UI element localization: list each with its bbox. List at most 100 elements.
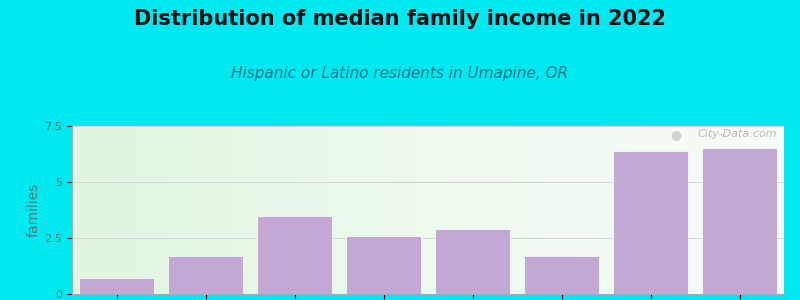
Bar xyxy=(360,126,364,294)
Bar xyxy=(730,126,734,294)
Bar xyxy=(175,126,179,294)
Bar xyxy=(506,126,510,294)
Bar xyxy=(232,126,236,294)
Bar xyxy=(182,126,186,294)
Bar xyxy=(624,126,627,294)
Bar xyxy=(303,126,307,294)
Bar xyxy=(318,126,321,294)
Bar xyxy=(335,126,339,294)
Bar xyxy=(104,126,107,294)
Bar xyxy=(222,126,225,294)
Bar xyxy=(193,126,197,294)
Bar xyxy=(634,126,638,294)
Bar xyxy=(168,126,172,294)
Bar xyxy=(553,126,556,294)
Bar xyxy=(321,126,325,294)
Bar xyxy=(78,278,154,294)
Bar xyxy=(90,126,94,294)
Bar xyxy=(460,126,464,294)
Bar xyxy=(211,126,214,294)
Bar xyxy=(399,126,403,294)
Bar xyxy=(631,126,634,294)
Bar xyxy=(677,126,681,294)
Bar xyxy=(716,126,720,294)
Bar xyxy=(521,126,524,294)
Bar xyxy=(286,126,289,294)
Bar xyxy=(374,126,378,294)
Bar xyxy=(492,126,496,294)
Bar xyxy=(620,126,624,294)
Bar xyxy=(734,126,738,294)
Bar xyxy=(546,126,549,294)
Bar xyxy=(225,126,229,294)
Bar xyxy=(378,126,382,294)
Bar xyxy=(282,126,286,294)
Bar xyxy=(482,126,485,294)
Bar xyxy=(706,126,710,294)
Bar xyxy=(332,126,335,294)
Bar xyxy=(218,126,222,294)
Bar xyxy=(346,236,422,294)
Bar xyxy=(346,126,350,294)
Bar xyxy=(122,126,126,294)
Bar xyxy=(531,126,535,294)
Bar xyxy=(414,126,418,294)
Bar xyxy=(759,126,762,294)
Bar xyxy=(666,126,670,294)
Bar xyxy=(257,216,332,294)
Bar xyxy=(450,126,453,294)
Bar xyxy=(154,126,158,294)
Bar xyxy=(293,126,296,294)
Bar xyxy=(524,126,528,294)
Bar xyxy=(114,126,118,294)
Bar xyxy=(695,126,698,294)
Bar xyxy=(396,126,399,294)
Bar xyxy=(499,126,502,294)
Bar xyxy=(410,126,414,294)
Bar xyxy=(239,126,243,294)
Bar xyxy=(393,126,396,294)
Bar xyxy=(474,126,478,294)
Bar xyxy=(727,126,730,294)
Bar xyxy=(97,126,101,294)
Bar xyxy=(367,126,371,294)
Bar xyxy=(496,126,499,294)
Bar xyxy=(354,126,357,294)
Bar xyxy=(446,126,450,294)
Bar xyxy=(770,126,774,294)
Bar xyxy=(236,126,239,294)
Bar xyxy=(652,126,656,294)
Bar xyxy=(204,126,207,294)
Bar xyxy=(645,126,649,294)
Bar xyxy=(556,126,560,294)
Bar xyxy=(514,126,517,294)
Bar xyxy=(774,126,777,294)
Bar xyxy=(670,126,674,294)
Bar xyxy=(638,126,642,294)
Bar xyxy=(357,126,360,294)
Bar xyxy=(642,126,645,294)
Bar xyxy=(425,126,428,294)
Bar xyxy=(681,126,684,294)
Bar xyxy=(613,151,688,294)
Bar xyxy=(720,126,723,294)
Bar xyxy=(158,126,161,294)
Bar xyxy=(723,126,727,294)
Bar xyxy=(610,126,613,294)
Bar xyxy=(438,126,442,294)
Bar xyxy=(350,126,354,294)
Bar xyxy=(214,126,218,294)
Bar xyxy=(581,126,585,294)
Bar xyxy=(403,126,406,294)
Bar xyxy=(674,126,677,294)
Bar xyxy=(428,126,431,294)
Bar xyxy=(659,126,663,294)
Bar xyxy=(126,126,129,294)
Bar xyxy=(777,126,781,294)
Bar xyxy=(257,126,261,294)
Bar xyxy=(595,126,599,294)
Bar xyxy=(172,126,175,294)
Bar xyxy=(702,148,778,294)
Bar xyxy=(627,126,631,294)
Bar xyxy=(133,126,136,294)
